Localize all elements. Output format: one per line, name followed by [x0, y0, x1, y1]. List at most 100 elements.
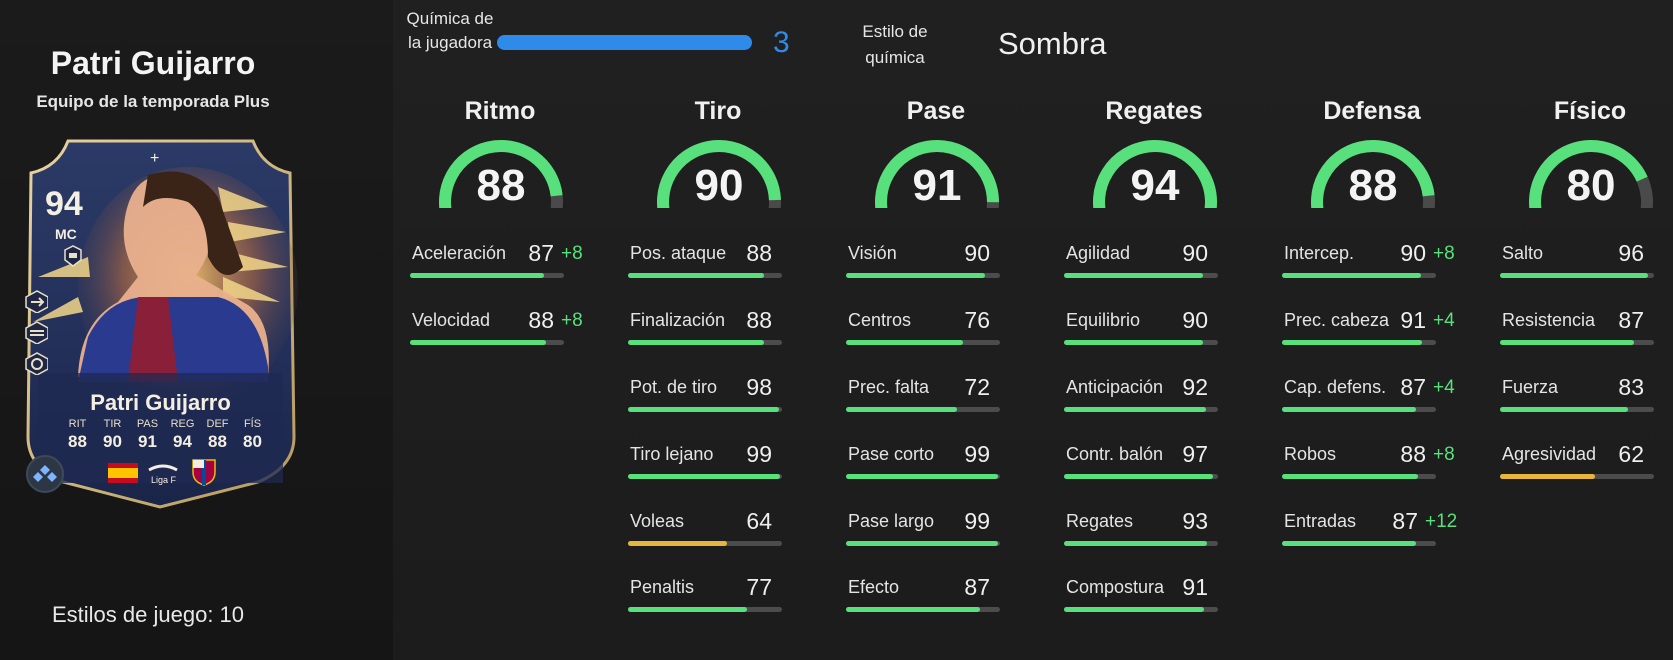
stat-boost: +8: [561, 243, 583, 264]
stat-bar-track: [1500, 273, 1654, 278]
category-value: 80: [1566, 161, 1616, 210]
card-stats-row: RIT 88 TIR 90 PAS 91 REG 94 DEF 88 FÍS 8…: [60, 418, 270, 452]
stat-name: Contr. balón: [1066, 444, 1164, 464]
playstyle-plus-icon: [64, 245, 82, 267]
stat-bar-fill: [1282, 407, 1416, 412]
stat-boost: +8: [561, 310, 583, 331]
stat-value: 87: [964, 574, 990, 600]
stat-row: Prec. cabeza 91 +4: [1282, 307, 1462, 360]
stat-row: Velocidad 88 +8: [410, 307, 590, 360]
stat-name: Centros: [848, 310, 912, 330]
card-player-name: Patri Guijarro: [90, 390, 231, 415]
card-position: MC: [55, 226, 77, 242]
league-logo-icon: Liga F: [148, 464, 178, 485]
stat-bar-fill: [628, 273, 764, 278]
stat-bar-fill: [410, 273, 544, 278]
stat-bar-track: [628, 541, 782, 546]
chemistry-label: Química de la jugadora: [406, 9, 494, 52]
stat-bar-track: [846, 273, 1000, 278]
category-title: Regates: [1105, 97, 1203, 125]
card-stat-reg: REG 94: [170, 418, 195, 451]
stat-bar-track: [1500, 474, 1654, 479]
stat-bar-track: [846, 474, 1000, 479]
playstyle-pass-icon: [25, 290, 48, 313]
card-stat-pas: PAS 91: [136, 418, 159, 451]
stat-bar-track: [1282, 541, 1436, 546]
category-title: Pase: [906, 97, 966, 125]
stat-name: Prec. falta: [848, 377, 930, 397]
stat-bar-track: [410, 273, 564, 278]
category-value: 88: [476, 161, 526, 210]
stat-value: 87: [1400, 374, 1426, 400]
chemistry-style-value[interactable]: Sombra: [998, 26, 1107, 61]
stat-row: Efecto 87: [846, 574, 1026, 627]
stat-name: Efecto: [848, 577, 900, 597]
stat-row: Visión 90: [846, 240, 1026, 293]
stat-bar-track: [846, 340, 1000, 345]
stat-value: 96: [1618, 240, 1644, 266]
category-title: Tiro: [694, 97, 742, 125]
stat-value: 72: [964, 374, 990, 400]
stat-bar-fill: [628, 340, 764, 345]
stat-value: 83: [1618, 374, 1644, 400]
stat-row: Salto 96: [1500, 240, 1673, 293]
stat-bar-fill: [628, 474, 781, 479]
stat-bar-track: [846, 407, 1000, 412]
gauge-fill: [657, 140, 781, 208]
stat-row: Resistencia 87: [1500, 307, 1673, 360]
player-card[interactable]: + 94 MC Patri Guijarro RIT 88: [18, 137, 303, 509]
stat-row: Regates 93: [1064, 508, 1244, 561]
stat-value: 93: [1182, 508, 1208, 534]
stat-value: 92: [1182, 374, 1208, 400]
stat-name: Entradas: [1284, 511, 1357, 531]
stat-boost: +8: [1433, 444, 1455, 465]
stat-row: Centros 76: [846, 307, 1026, 360]
stat-value: 88: [528, 307, 554, 333]
stat-name: Pase largo: [848, 511, 935, 531]
playstyle-tiki-taka-icon: [25, 321, 48, 344]
stat-bar-fill: [1064, 340, 1203, 345]
stat-bar-track: [1282, 340, 1436, 345]
stat-value: 90: [1400, 240, 1426, 266]
player-name: Patri Guijarro: [50, 45, 256, 81]
stat-bar-track: [1064, 474, 1218, 479]
stat-bar-fill: [1064, 541, 1208, 546]
player-info-panel: Patri Guijarro Equipo de la temporada Pl…: [0, 0, 393, 660]
stat-row: Voleas 64: [628, 508, 808, 561]
stat-value: 91: [1182, 574, 1208, 600]
stat-name: Pot. de tiro: [630, 377, 718, 397]
evolution-icon: [33, 465, 57, 482]
card-stat-fis: FÍS 80: [243, 418, 262, 451]
card-background: +: [26, 139, 298, 509]
stat-row: Agilidad 90: [1064, 240, 1244, 293]
stat-row: Entradas 87 +12: [1282, 508, 1462, 561]
category-gauge: [657, 140, 781, 208]
stat-value: 91: [1400, 307, 1426, 333]
stat-value: 90: [964, 240, 990, 266]
stat-name: Pos. ataque: [630, 243, 727, 263]
stat-bar-track: [1500, 407, 1654, 412]
stat-value: 77: [746, 574, 772, 600]
stat-value: 64: [746, 508, 772, 534]
stat-boost: +8: [1433, 243, 1455, 264]
stat-row: Agresividad 62: [1500, 441, 1673, 494]
category-gauge: [1311, 140, 1435, 208]
gauge-fill: [1311, 140, 1435, 208]
club-crest-icon: [192, 459, 216, 486]
stat-bar-fill: [1064, 474, 1214, 479]
stat-row: Compostura 91: [1064, 574, 1244, 627]
stat-row: Penaltis 77: [628, 574, 808, 627]
stat-row: Anticipación 92: [1064, 374, 1244, 427]
stat-row: Pos. ataque 88: [628, 240, 808, 293]
stat-name: Salto: [1502, 243, 1544, 263]
stat-row: Pase largo 99: [846, 508, 1026, 561]
stat-bar-track: [628, 474, 782, 479]
stat-name: Finalización: [630, 310, 726, 330]
evolution-badge[interactable]: [26, 455, 64, 493]
stat-name: Agilidad: [1066, 243, 1131, 263]
stat-row: Tiro lejano 99: [628, 441, 808, 494]
category-title: Ritmo: [464, 97, 536, 125]
gauge-fill: [1093, 140, 1217, 208]
stat-bar-fill: [628, 541, 727, 546]
gauge-fill: [439, 140, 563, 208]
